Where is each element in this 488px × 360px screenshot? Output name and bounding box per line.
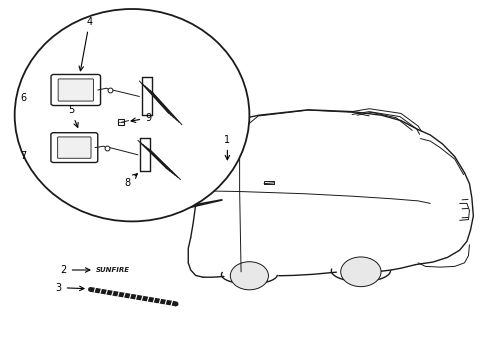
Polygon shape (120, 200, 149, 214)
Text: SUNFIRE: SUNFIRE (96, 267, 130, 273)
Text: 7: 7 (20, 150, 26, 161)
Text: 9: 9 (131, 113, 151, 123)
Text: 1: 1 (224, 135, 230, 160)
Text: 3: 3 (56, 283, 84, 293)
FancyBboxPatch shape (58, 79, 93, 101)
Text: 4: 4 (79, 17, 92, 71)
Text: 2: 2 (61, 265, 90, 275)
FancyBboxPatch shape (51, 75, 101, 105)
Ellipse shape (15, 9, 249, 221)
Text: 5: 5 (68, 105, 78, 127)
FancyBboxPatch shape (51, 133, 98, 162)
Circle shape (340, 257, 380, 287)
Polygon shape (124, 200, 222, 218)
Text: 8: 8 (124, 174, 137, 188)
Circle shape (230, 262, 268, 290)
FancyBboxPatch shape (58, 137, 91, 158)
Text: 6: 6 (20, 93, 26, 103)
